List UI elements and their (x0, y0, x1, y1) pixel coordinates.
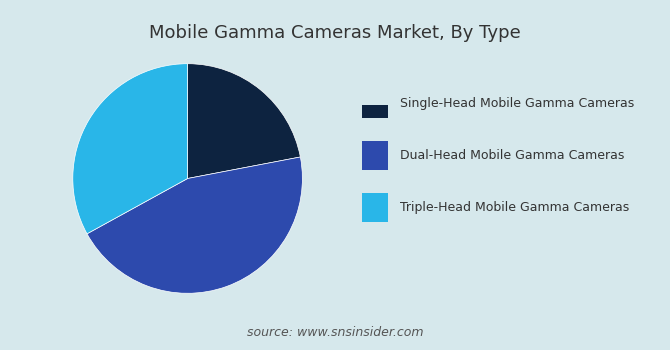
Text: Dual-Head Mobile Gamma Cameras: Dual-Head Mobile Gamma Cameras (400, 149, 624, 162)
Wedge shape (188, 64, 300, 178)
FancyBboxPatch shape (362, 141, 389, 170)
FancyBboxPatch shape (362, 89, 389, 118)
Wedge shape (73, 64, 188, 234)
Text: Mobile Gamma Cameras Market, By Type: Mobile Gamma Cameras Market, By Type (149, 25, 521, 42)
Text: Single-Head Mobile Gamma Cameras: Single-Head Mobile Gamma Cameras (400, 97, 634, 110)
FancyBboxPatch shape (362, 193, 389, 222)
Wedge shape (87, 157, 302, 293)
Text: source: www.snsinsider.com: source: www.snsinsider.com (247, 326, 423, 339)
Text: Triple-Head Mobile Gamma Cameras: Triple-Head Mobile Gamma Cameras (400, 201, 629, 214)
